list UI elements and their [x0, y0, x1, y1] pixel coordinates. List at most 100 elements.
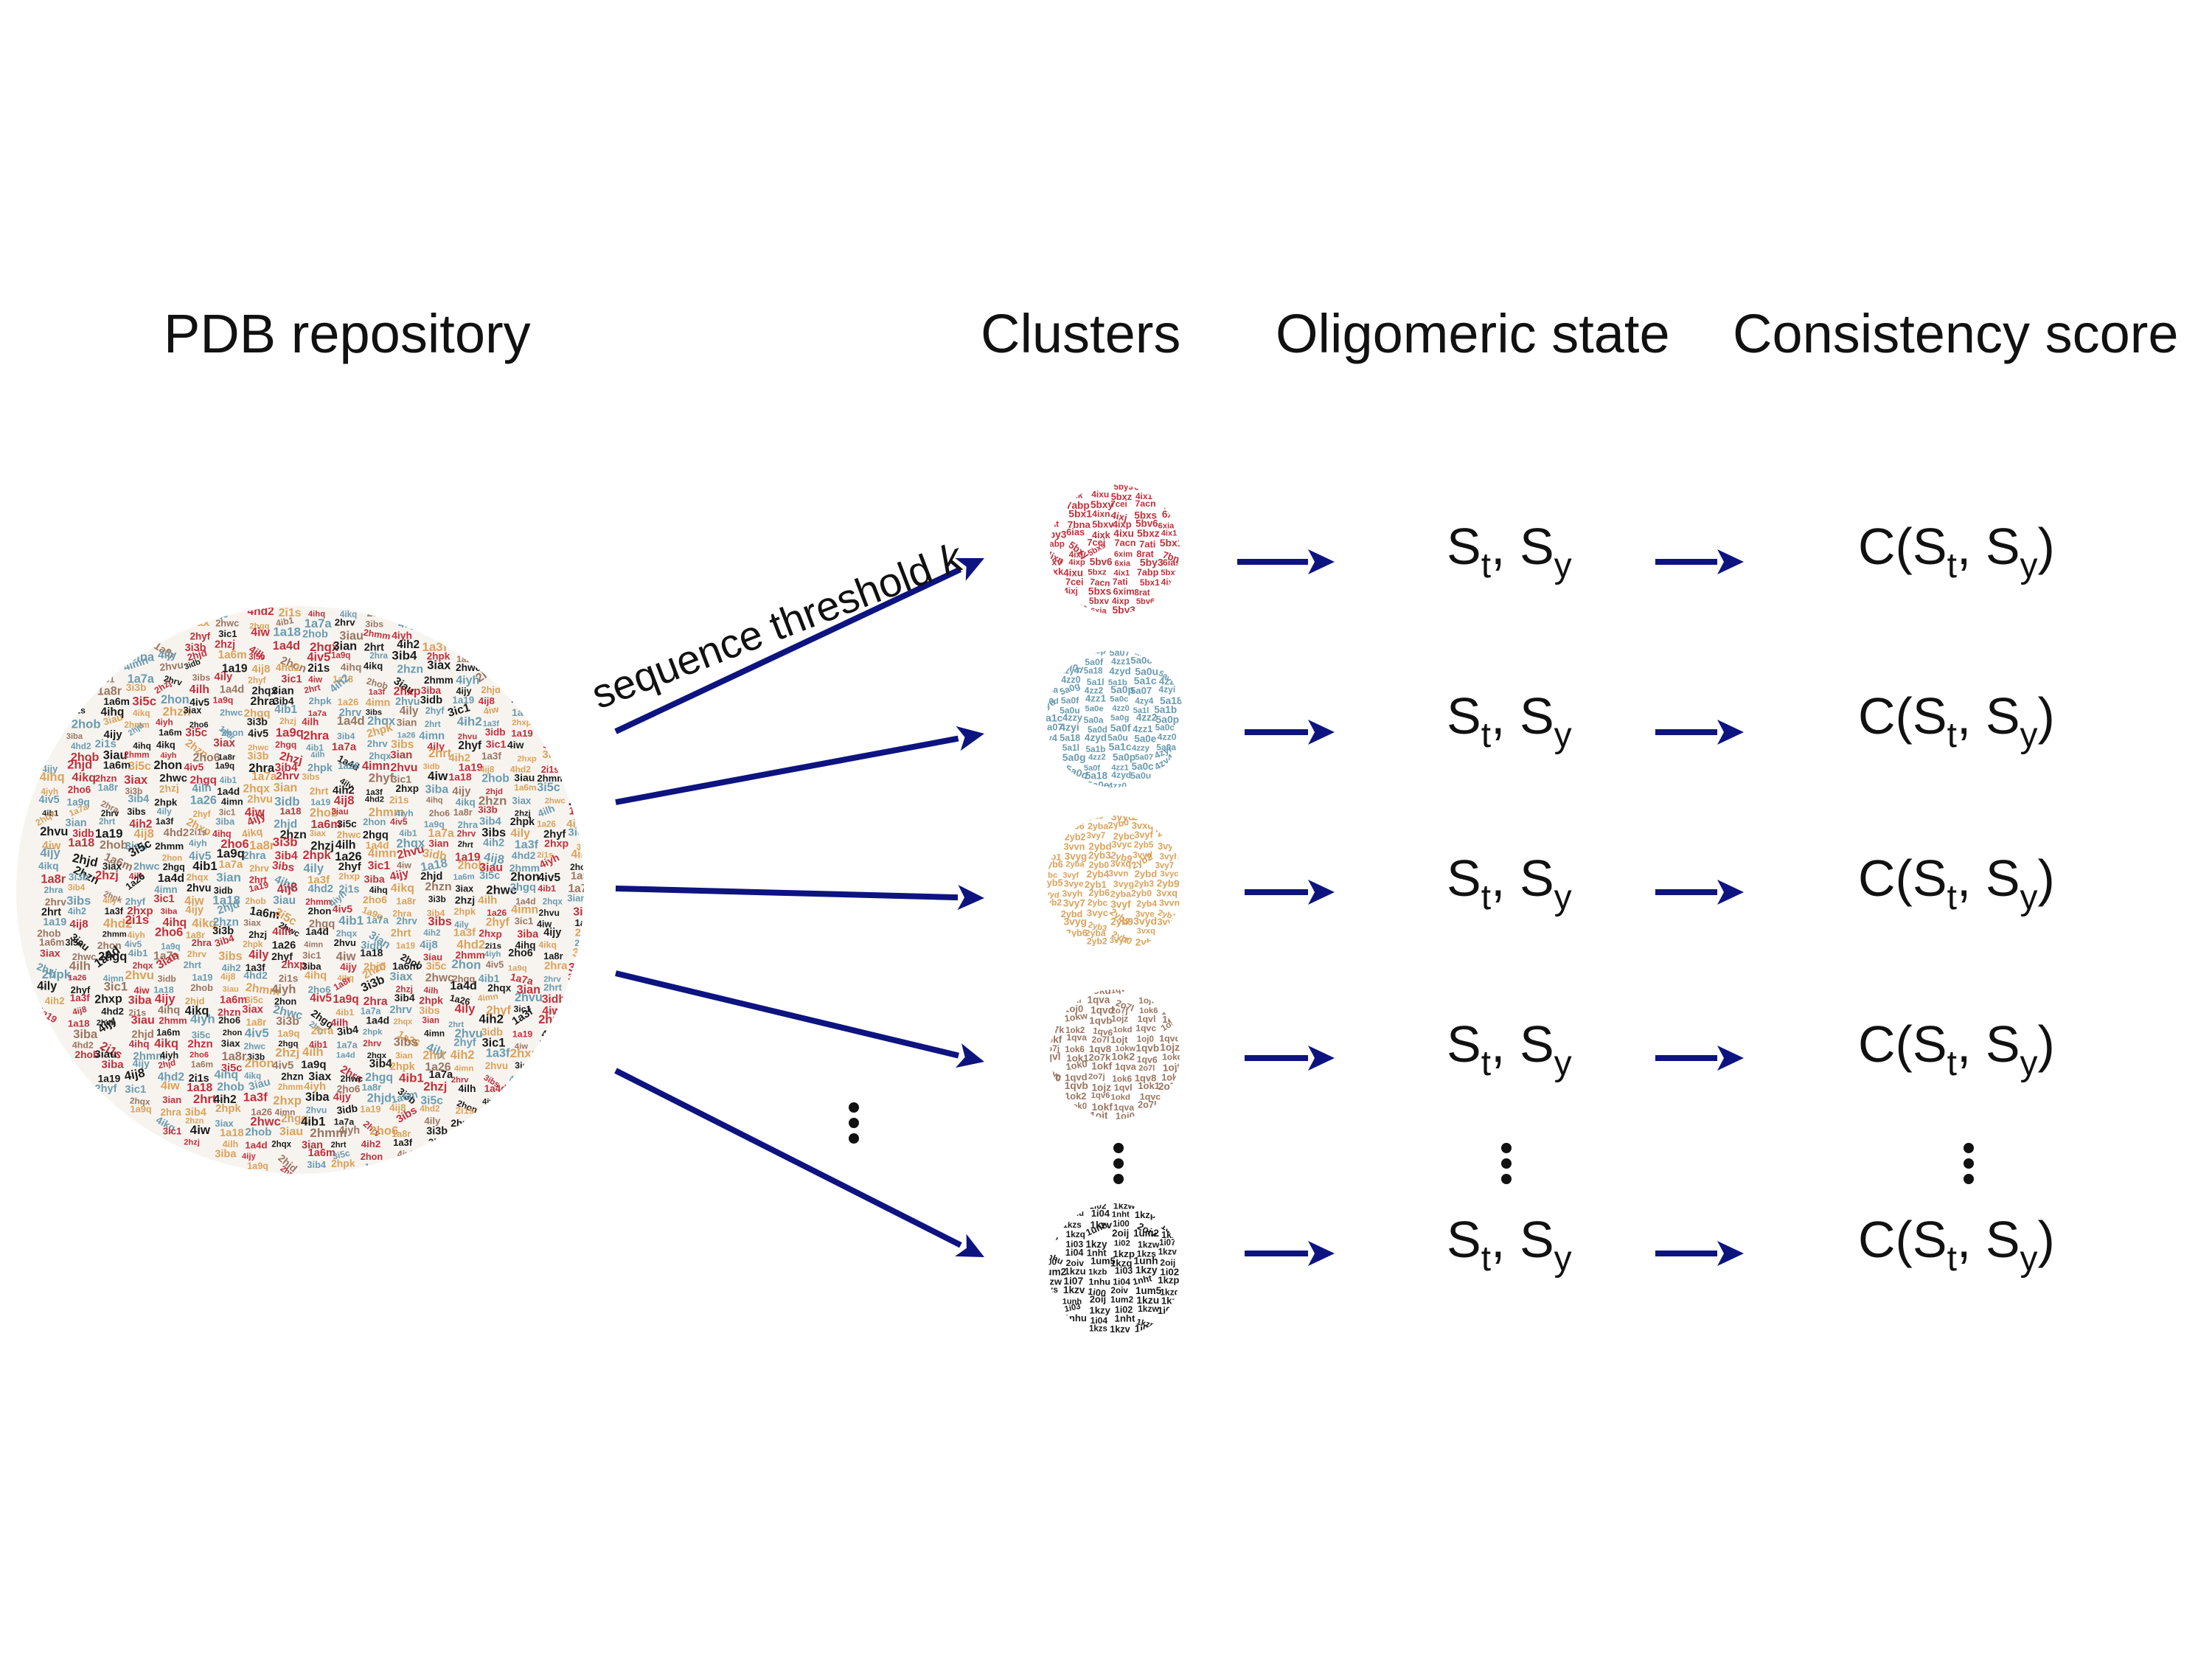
cluster-id-word: 4zz0: [1158, 731, 1177, 742]
cluster-id-word: 3vy7: [1155, 861, 1175, 870]
pdb-id-word: 1a7a: [219, 859, 244, 871]
cluster-id-word: 1qvc: [1140, 1092, 1161, 1102]
pdb-id-word: 3i5c: [221, 1062, 243, 1074]
cluster-id-word: 4ixk: [1092, 530, 1111, 540]
pdb-id-word: 4ily: [398, 619, 417, 630]
cluster-id-word: 5a0f: [1085, 657, 1104, 667]
pdb-id-word: 1a26: [537, 821, 556, 830]
pdb-id-word: 1a8r: [186, 929, 205, 940]
cluster-id-word: 6xia: [1158, 521, 1175, 530]
pdb-id-word: 4ih2: [457, 714, 482, 728]
cluster-id-word: 1qvl: [1040, 1051, 1060, 1062]
pdb-id-word: 2hqx: [133, 961, 153, 971]
cluster-id-word: 1okd: [1113, 1026, 1133, 1034]
pdb-id-word: 4ib1: [42, 809, 58, 818]
pdb-id-word: 3iax: [221, 1037, 240, 1048]
cluster-id-word: 5bxv: [1040, 557, 1062, 568]
pdb-id-word: 3iau: [273, 894, 296, 907]
pdb-id-word: 4ikq: [38, 860, 59, 872]
cluster-id-word: 1okf: [1092, 1102, 1113, 1113]
pdb-id-word: 4iv5: [397, 1150, 415, 1160]
cluster-id-word: 5bx1: [1068, 507, 1092, 519]
cluster-id-word: 4ixp: [1113, 519, 1132, 530]
pdb-id-word: 3i5c: [332, 1148, 352, 1162]
cluster-id-word: 2oiv: [1066, 1258, 1085, 1268]
pdb-id-word: 3ian: [302, 1139, 323, 1151]
pdb-id-word: 2hyf: [95, 1083, 117, 1095]
pdb-id-word: 4iv5: [248, 728, 268, 740]
pdb-id-word: 3iau: [339, 629, 364, 642]
cluster-id-word: 1um5: [1135, 1285, 1162, 1296]
cluster-id-word: 3vyd: [1133, 851, 1152, 860]
pdb-id-word: 1a4d: [273, 639, 300, 653]
pdb-id-word: 1a3f: [453, 926, 476, 939]
pdb-id-word: 3iau: [248, 1076, 272, 1093]
pdb-id-word: 3ian: [162, 1094, 181, 1105]
pdb-id-word: 2ho6: [428, 627, 451, 639]
pdb-id-word: 2hon: [361, 1152, 383, 1162]
pdb-id-word: 2hmm: [310, 1126, 347, 1140]
cluster-id-word: 5a1c: [1134, 675, 1157, 686]
branch-arrow-3: [615, 885, 984, 911]
pdb-id-word: 3ian: [422, 1015, 439, 1025]
pdb-id-word: 4ilh: [129, 871, 145, 881]
pdb-id-word: 3ibs: [366, 709, 382, 717]
cluster-id-word: 3vyd: [1133, 915, 1157, 927]
pdb-id-word: 2hwc: [220, 707, 243, 717]
cluster-id-word: 5bv6: [1090, 557, 1113, 568]
pdb-id-word: 4iyh: [456, 673, 479, 686]
pdb-id-word: 2hon: [274, 997, 296, 1007]
cluster-id-word: 4ixj: [1069, 550, 1083, 560]
pdb-id-word: 3iau: [125, 840, 147, 852]
to-state-arrow: [1245, 880, 1335, 905]
cluster-id-word: 2o7k: [1158, 1080, 1182, 1092]
pdb-id-word: 4ihq: [341, 661, 362, 673]
pdb-id-word: 2hra: [392, 908, 411, 919]
cluster-id-word: 5a18: [1060, 733, 1080, 743]
pdb-id-word: 1a8r: [98, 782, 119, 793]
pdb-id-word: 4ilh: [69, 959, 91, 973]
pdb-id-word: 1a8r: [362, 1082, 382, 1093]
pdb-id-word: 2hqx: [396, 835, 425, 850]
pdb-id-word: 4ih2: [483, 838, 504, 849]
cluster-id-word: 1kzv: [1158, 1248, 1178, 1257]
cluster-id-word: 4zz0: [1061, 675, 1080, 685]
cluster-id-word: 7acn: [1090, 577, 1111, 588]
pdb-id-word: 4ib1: [309, 1040, 327, 1050]
cluster-id-word: 3vvn: [1108, 868, 1128, 878]
pdb-id-word: 4iv5: [39, 794, 60, 806]
score-separator: ,: [1957, 849, 1986, 907]
cluster-id-word: 2ybd: [1061, 909, 1083, 919]
pdb-id-word: 4ily: [425, 1116, 442, 1127]
pdb-id-word: 4iyh: [156, 717, 173, 728]
cluster-id-word: 1nht: [1115, 1312, 1135, 1324]
pdb-id-word: 1a9q: [217, 846, 245, 860]
pdb-id-word: 3ibs: [302, 771, 319, 782]
cluster-id-word: 4ixu: [1113, 528, 1134, 539]
pdb-id-word: 2hrv: [45, 897, 66, 908]
pdb-id-word: 3iax: [390, 970, 413, 983]
cluster-id-word: 3vye: [1158, 841, 1178, 852]
pdb-id-word: 2i1s: [389, 794, 408, 805]
pdb-id-word: 4ij8: [542, 1029, 559, 1040]
pdb-id-word: 3iba: [102, 1058, 125, 1071]
cluster-id-word: 1i00: [1113, 1220, 1130, 1229]
pdb-id-word: 2hjd: [67, 758, 92, 771]
pdb-id-word: 4ily: [510, 827, 530, 840]
cluster-id-word: 6ias: [1163, 557, 1180, 568]
pdb-id-word: 1a4d: [366, 1014, 389, 1026]
cluster-id-word: 1qvc: [1135, 1023, 1156, 1033]
cluster-id-word: 3vxq: [1137, 927, 1156, 936]
pdb-id-word: 4ih2: [68, 906, 86, 917]
pdb-id-word: 1a26: [251, 1107, 272, 1118]
pdb-id-word: 3ic1: [154, 894, 175, 905]
cluster-id-word: 2yb4: [1087, 869, 1110, 880]
cluster-id-word: 5a0f: [1061, 695, 1079, 706]
cluster-id-word: 2yb6: [1063, 821, 1085, 831]
pdb-id-word: 2hrv: [363, 1038, 381, 1048]
pdb-id-word: 1a4d: [220, 684, 244, 695]
cluster-id-word: 4zz2: [1136, 712, 1157, 723]
